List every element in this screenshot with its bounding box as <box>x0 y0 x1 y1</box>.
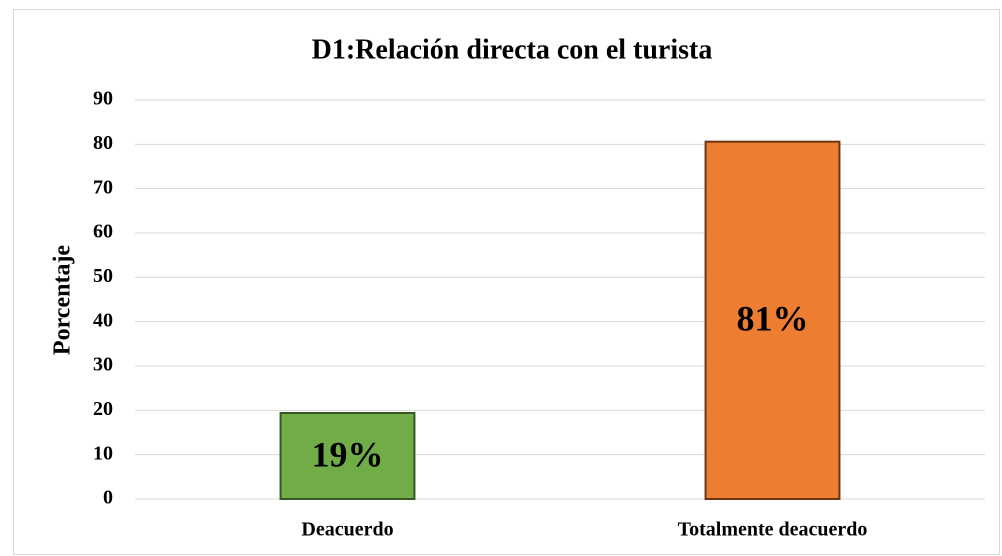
y-tick-label: 60 <box>93 221 113 243</box>
x-tick-label: Totalmente deacuerdo <box>678 519 868 541</box>
chart-border <box>13 9 1000 555</box>
y-tick-label: 70 <box>93 176 113 198</box>
y-tick-label: 90 <box>93 88 113 110</box>
y-tick-label: 20 <box>93 398 113 420</box>
data-label: 81% <box>737 299 809 339</box>
y-axis-label: Porcentaje <box>50 245 76 356</box>
chart-title: D1:Relación directa con el turista <box>312 34 713 65</box>
bar <box>704 140 841 500</box>
y-tick-label: 40 <box>93 309 113 331</box>
y-tick-label: 80 <box>93 132 113 154</box>
bar <box>279 411 416 501</box>
x-tick-label: Deacuerdo <box>301 519 393 541</box>
y-tick-label: 50 <box>93 265 113 287</box>
data-label: 19% <box>312 434 384 474</box>
y-tick-label: 10 <box>93 442 113 464</box>
y-tick-label: 0 <box>103 487 113 509</box>
y-tick-label: 30 <box>93 354 113 376</box>
